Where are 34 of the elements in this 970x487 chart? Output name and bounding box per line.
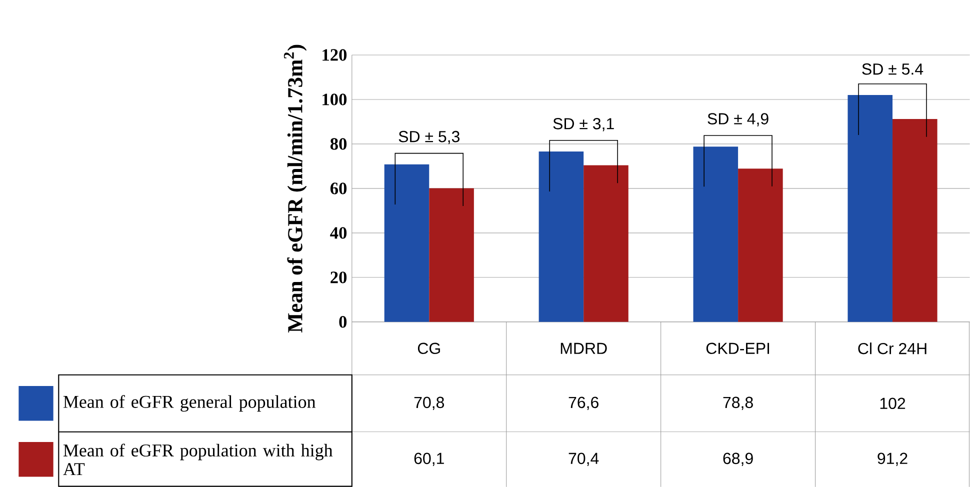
annotation: SD ± 5,3	[398, 130, 460, 144]
y-tick-label: 20	[330, 272, 347, 284]
y-tick-label: 100	[322, 94, 347, 106]
y-tick-label: 60	[330, 182, 347, 194]
x-tick-label: CG	[418, 342, 440, 354]
x-tick-label: CKD-EPI	[706, 342, 770, 354]
bar	[892, 118, 938, 322]
data-label: 60,1	[414, 452, 444, 466]
bar	[848, 94, 893, 322]
data-label: 102	[880, 398, 906, 409]
data-label: 76,6	[568, 396, 598, 410]
y-tick-label: 120	[322, 49, 347, 61]
data-label: 68,9	[723, 452, 753, 466]
bar	[584, 165, 628, 322]
x-tick-label: Cl Cr 24H	[858, 342, 926, 354]
y-axis-title: Mean of eGFR (ml/min/1.73m$^{2}$)	[284, 44, 307, 332]
data-label: 70,8	[414, 396, 444, 410]
annotation: SD ± 4,9	[708, 113, 768, 126]
legend-label: Mean of eGFR population with high AT	[63, 444, 333, 475]
bar	[693, 146, 738, 322]
legend-label: Mean of eGFR general population	[63, 395, 316, 412]
bar	[384, 164, 430, 322]
y-tick-label: 80	[330, 138, 347, 150]
annotation: SD ± 5.4	[862, 63, 924, 75]
x-tick-label: MDRD	[560, 342, 607, 354]
bar	[738, 168, 783, 322]
y-tick-label: 40	[330, 227, 347, 239]
data-label: 78,8	[723, 396, 753, 410]
y-tick-label: 0	[339, 316, 347, 328]
data-label: 91,2	[878, 452, 908, 466]
bar	[429, 188, 474, 322]
bar	[538, 151, 584, 322]
data-label: 70,4	[568, 452, 599, 466]
annotation: SD ± 3,1	[553, 118, 614, 132]
